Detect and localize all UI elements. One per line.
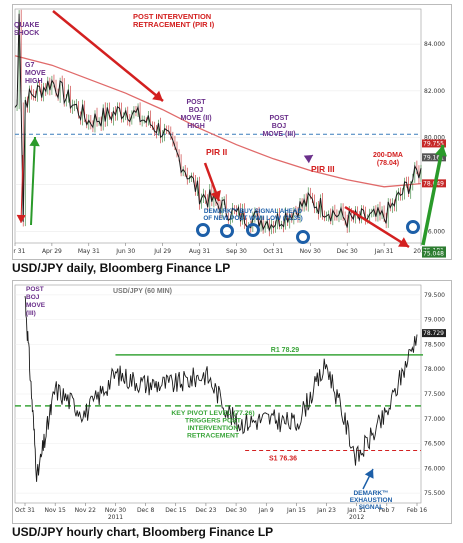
arrow-up-left-head (29, 137, 40, 147)
demark-circle (196, 223, 210, 237)
y-tick-label: 78.000 (424, 366, 445, 373)
x-tick-label: Dec 23 (195, 507, 216, 514)
x-tick-label: Dec 30 (337, 248, 358, 255)
annotation-s1: S1 76.36 (269, 455, 297, 462)
price-tag-label: 79.161 (423, 154, 444, 161)
y-tick-label: 79.500 (424, 292, 445, 299)
x-tick-label: Nov 15 (45, 507, 66, 514)
annotation-quake-shock: QUAKE SHOCK (14, 22, 40, 37)
arrow-up-left-shaft (30, 136, 36, 226)
hourly-chart: USD/JPY (60 MIN) 79.500 79.000 78.500 78.000… (14, 284, 446, 521)
annotation-boj-ii: POST BOJ MOVE (II) HIGH (180, 99, 211, 130)
arrow-pir-3-head (398, 237, 409, 247)
x-year-label: 2011 (108, 514, 123, 521)
price-tag-label: 78.729 (423, 330, 444, 337)
annotation-g7-high: G7 MOVE HIGH (25, 62, 46, 85)
annotation-pir-3: PIR III (311, 164, 335, 174)
annotation-demark-exhaustion: DEMARK™ EXHAUSTION SIGNAL (350, 490, 393, 511)
x-tick-label: Jan 31 (374, 248, 394, 255)
demark-circle (220, 224, 234, 238)
price-tag-label: 75.048 (423, 251, 444, 258)
x-tick-label: Aug 31 (189, 248, 210, 255)
x-tick-label: Feb 7 (379, 507, 396, 514)
price-tag-box (422, 153, 446, 162)
x-year-label: 2012 (349, 514, 364, 521)
arrow-quake-down-head (16, 214, 26, 223)
x-tick-label: Nov 22 (75, 507, 96, 514)
x-tick-label: Apr 29 (42, 248, 62, 255)
annotation-r1: R1 78.29 (271, 347, 300, 354)
x-tick-label: Dec 30 (225, 507, 246, 514)
x-tick-label: Jan 23 (316, 507, 336, 514)
hourly-chart-panel: USD/JPY (60 MIN) 79.500 79.000 78.500 78.000… (12, 280, 452, 524)
y-tick-label: 76.500 (424, 441, 445, 448)
annotation-pir-2: PIR II (206, 147, 227, 157)
demark-circle (296, 230, 310, 244)
arrow-up-right-head (434, 145, 447, 157)
arrow-pir-3-shaft (344, 205, 410, 249)
x-tick-label: Oct 31 (263, 248, 283, 255)
price-tag-box (422, 249, 446, 258)
arrow-pir-1-head (152, 90, 163, 101)
price-tag-box (422, 329, 446, 338)
x-tick-label: Jul 29 (153, 248, 171, 255)
y-tick-label: 76.000 (424, 465, 445, 472)
x-tick-label: Mar 31 (13, 248, 26, 255)
y-tick-label: 75.500 (424, 490, 445, 497)
y-tick-label: 84.000 (424, 41, 445, 48)
annotation-pivot: KEY PIVOT LEVEL (77.26) TRIGGERS POST INTE… (171, 410, 254, 440)
price-line (14, 13, 422, 233)
price-tag-box (422, 139, 446, 148)
x-tick-label: Jan 31 (346, 507, 366, 514)
y-tick-label: 77.000 (424, 416, 445, 423)
x-tick-label: Oct 31 (15, 507, 35, 514)
y-tick-label: 82.000 (424, 88, 445, 95)
x-tick-label: Nov 30 (300, 248, 321, 255)
annotation-pir-1: POST INTERVENTION RETRACEMENT (PIR I) (133, 12, 215, 29)
annotation-boj-iii: POST BOJ MOVE (III) (26, 286, 46, 317)
dma-200-line (14, 55, 422, 188)
y-tick-label: 76.000 (424, 228, 445, 235)
x-tick-label: Feb 16 (407, 507, 427, 514)
price-line (24, 296, 418, 482)
arrow-pir-2-head (210, 190, 221, 201)
annotation-demark-buy: DEMARK™ BUY SIGNAL AHEAD OF NEW POST WWII… (203, 208, 302, 222)
daily-chart-caption: USD/JPY daily, Bloomberg Finance LP (12, 261, 231, 275)
y-tick-label: 78.500 (424, 341, 445, 348)
x-tick-label: Jun 30 (115, 248, 135, 255)
y-tick-label: 80.000 (424, 135, 445, 142)
arrow-quake-down-shaft (20, 154, 24, 224)
demark-circle (406, 220, 420, 234)
x-tick-label: Jan 15 (286, 507, 306, 514)
x-tick-label: Nov 30 (105, 507, 126, 514)
x-tick-label: Sep 30 (226, 248, 247, 255)
arrow-pir-1-shaft (52, 10, 164, 102)
arrow-boj-iii-head (303, 155, 313, 164)
demark-circle (246, 223, 260, 237)
y-tick-label: 77.500 (424, 391, 445, 398)
x-tick-label: Dec 15 (165, 507, 186, 514)
arrow-demark-head (364, 469, 374, 479)
price-tag-label: 79.755 (423, 140, 444, 147)
hourly-chart-caption: USD/JPY hourly chart, Bloomberg Finance … (12, 525, 274, 539)
annotation-boj-iii: POST BOJ MOVE (III) (262, 115, 295, 138)
x-tick-label: Jan 9 (258, 507, 274, 514)
arrow-up-right-shaft (421, 144, 445, 246)
chart-title: USD/JPY (60 MIN) (113, 288, 172, 295)
x-tick-label: Dec 8 (137, 507, 155, 514)
x-tick-label: 2012 (413, 248, 428, 255)
x-tick-label: May 31 (78, 248, 100, 255)
y-tick-label: 79.000 (424, 317, 445, 324)
annotation-200dma: 200-DMA (78.04) (373, 152, 403, 167)
